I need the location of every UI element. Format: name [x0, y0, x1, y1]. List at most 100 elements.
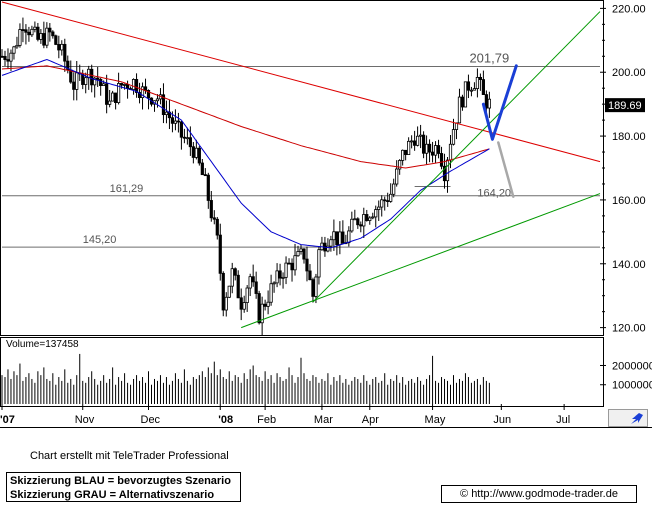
price-candle [290, 262, 294, 271]
price-candle [15, 44, 19, 48]
price-candle [305, 258, 309, 272]
moving-average-line [1, 65, 490, 169]
price-candle [251, 276, 255, 283]
price-candle [353, 218, 357, 221]
price-candle [170, 117, 175, 124]
price-candle [164, 111, 169, 116]
price-candle [269, 283, 273, 303]
price-candle [84, 77, 88, 85]
price-candle [54, 35, 58, 45]
price-candle [188, 137, 192, 148]
price-candle [200, 162, 204, 176]
price-candle [418, 134, 423, 137]
price-candle [356, 218, 360, 226]
price-candle [182, 136, 186, 139]
price-candle [131, 79, 136, 90]
price-candle [203, 174, 207, 177]
price-candle [96, 77, 100, 80]
price-candle [332, 231, 336, 241]
last-price-label: 189.69 [608, 100, 642, 112]
price-candle [254, 281, 258, 294]
x-tick-label: Jul [556, 414, 570, 426]
price-candle [42, 33, 46, 46]
price-candle [389, 193, 393, 202]
x-tick-label: Jun [493, 414, 511, 426]
price-candle [125, 84, 130, 89]
price-candle [302, 248, 306, 260]
price-candle [36, 26, 40, 40]
price-candle [3, 56, 7, 60]
price-candle [236, 274, 240, 299]
price-candle [404, 149, 408, 155]
price-candle [410, 140, 414, 143]
price-candle [377, 206, 381, 210]
source-url[interactable]: © http://www.godmode-trader.de [441, 485, 637, 503]
price-candle [39, 33, 43, 40]
price-candle [230, 268, 234, 287]
price-candle [137, 92, 142, 99]
price-candle [63, 43, 67, 62]
price-candle [146, 90, 151, 99]
drawing-tool-icon[interactable] [608, 409, 648, 427]
price-candle [30, 28, 34, 36]
price-candle [457, 96, 462, 124]
price-candle [90, 68, 94, 86]
price-candle [433, 145, 438, 156]
grey-scenario-arrow [497, 141, 515, 198]
price-candle [368, 217, 372, 221]
price-candle [263, 303, 267, 307]
price-tick-label: 200.00 [612, 67, 646, 79]
price-candle [445, 159, 450, 182]
volume-tick-label: 1000000 [612, 380, 652, 392]
volume-label: Volume=137458 [6, 339, 79, 350]
level-annotation: 161,29 [110, 183, 144, 195]
price-candle [209, 200, 213, 219]
price-candle [179, 121, 183, 138]
price-candle [105, 83, 109, 105]
volume-tick-label: 2000000 [612, 360, 652, 372]
price-candle [335, 231, 339, 246]
arrow-pointer-icon [631, 413, 643, 424]
price-tick-label: 220.00 [612, 3, 646, 15]
price-candle [430, 151, 435, 156]
price-candle [278, 270, 282, 279]
price-candle [215, 218, 219, 236]
scenario-legend: Skizzierung BLAU = bevorzugtes Szenario … [6, 472, 241, 502]
price-candle [122, 84, 127, 86]
price-candle [311, 279, 315, 297]
price-candle [93, 77, 97, 86]
price-candle [221, 272, 225, 311]
price-candle [114, 92, 118, 103]
price-candle [224, 296, 228, 311]
credit-text: Chart erstellt mit TeleTrader Profession… [30, 450, 229, 462]
price-candle [299, 248, 303, 252]
price-candle [272, 282, 276, 285]
price-candle [416, 135, 420, 146]
price-candle [69, 69, 73, 83]
price-candle [284, 262, 288, 278]
price-candle [257, 293, 261, 324]
price-candle [111, 92, 115, 102]
price-candle [421, 134, 426, 154]
x-tick-label: '08 [218, 414, 233, 426]
price-candle [427, 143, 432, 153]
price-candle [296, 251, 300, 257]
price-candle [395, 168, 399, 185]
last-price-marker [605, 98, 645, 113]
x-tick-label: Mar [314, 414, 333, 426]
price-candle [326, 245, 330, 252]
price-candle [469, 89, 474, 92]
price-candle [329, 239, 333, 247]
price-candle [117, 83, 121, 103]
price-candle [374, 209, 378, 218]
price-candle [317, 249, 321, 278]
price-candle [308, 270, 312, 281]
price-candle [359, 224, 363, 227]
volume-panel-frame [0, 337, 604, 407]
price-candle [191, 146, 195, 158]
price-candle [0, 55, 4, 58]
legend-grey-text: Skizzierung GRAU = Alternativszenario [10, 489, 215, 501]
price-candle [102, 83, 106, 86]
x-tick-label: Apr [362, 414, 379, 426]
